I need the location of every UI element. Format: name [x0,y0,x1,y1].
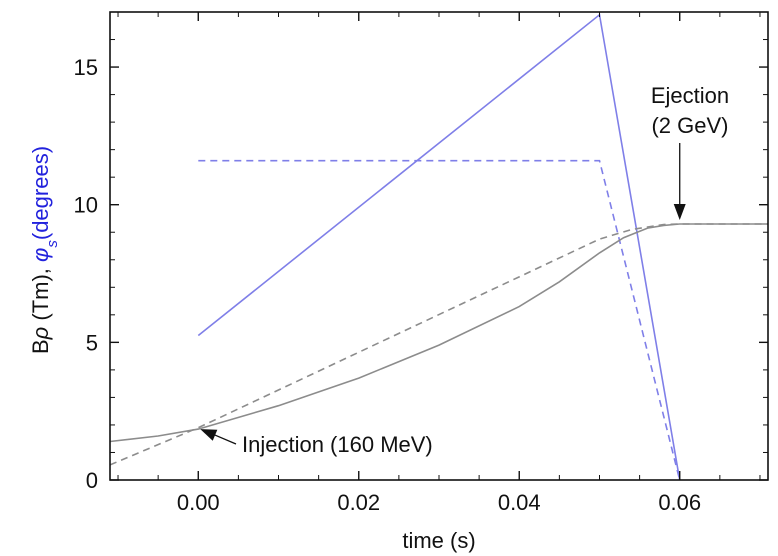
x-tick-label: 0.00 [177,490,220,515]
series-line-3 [110,223,768,443]
x-tick-label: 0.02 [337,490,380,515]
injection-label: Injection (160 MeV) [242,432,433,457]
ejection-label-line2: (2 GeV) [651,113,728,138]
y-tick-label: 15 [74,55,98,80]
x-tick-label: 0.04 [498,490,541,515]
ejection-label-line1: Ejection [651,83,729,108]
y-axis-title: Bρ (Tm), φs(degrees) [28,146,61,354]
ejection-arrow-head [673,203,686,220]
injection-arrow-head [200,429,218,441]
ticks-layer: 0.00 0.02 0.04 0.06 0 5 10 15 [74,12,768,515]
y-tick-label: 5 [86,330,98,355]
y-tick-label: 0 [86,468,98,493]
annotations: Injection (160 MeV) Ejection (2 GeV) [200,83,729,457]
x-tick-label: 0.06 [658,490,701,515]
series-line-2 [198,159,681,480]
y-tick-label: 10 [74,193,98,218]
x-axis-title: time (s) [402,528,475,553]
